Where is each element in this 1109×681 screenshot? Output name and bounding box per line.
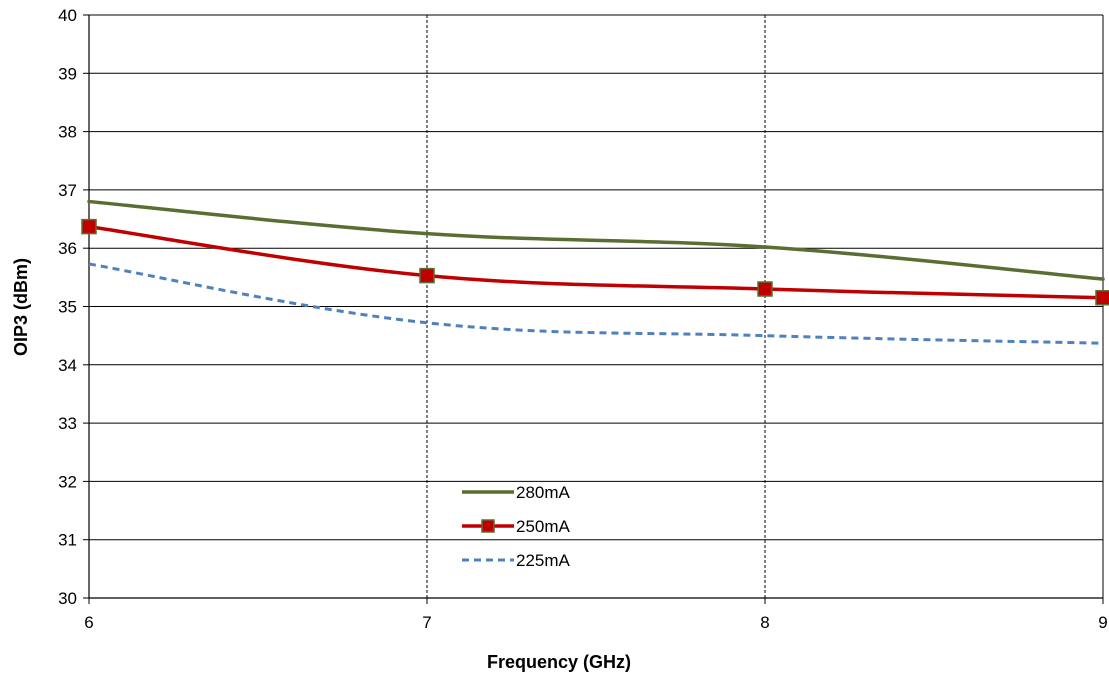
- legend-label: 225mA: [516, 551, 571, 570]
- data-point-250mA: [419, 267, 435, 284]
- y-tick-label: 35: [58, 298, 77, 317]
- data-point-250mA: [1095, 290, 1109, 306]
- legend-label: 280mA: [516, 483, 571, 502]
- axes: [83, 14, 1104, 604]
- y-tick-label: 32: [58, 472, 77, 491]
- grid: [89, 14, 1103, 598]
- tick-labels: 30 31 32 33 34 35 36 37 38 39 40 6 7 8 9: [58, 6, 1108, 632]
- y-tick-label: 37: [58, 181, 77, 200]
- series-line-250mA: [87, 224, 1105, 300]
- legend: 280mA 250mA 225mA: [462, 483, 571, 570]
- y-tick-label: 30: [58, 589, 77, 608]
- x-tick-label: 7: [422, 613, 431, 632]
- y-tick-label: 36: [58, 239, 77, 258]
- series-lines: [81, 199, 1109, 345]
- series-line-280mA: [87, 199, 1105, 281]
- x-axis-label: Frequency (GHz): [487, 652, 631, 672]
- legend-label: 250mA: [516, 517, 571, 536]
- data-point-250mA: [81, 218, 97, 235]
- series-line-225mA: [88, 262, 1104, 345]
- y-tick-label: 34: [58, 356, 77, 375]
- data-point-250mA: [757, 281, 773, 297]
- y-axis-label: OIP3 (dBm): [11, 258, 31, 356]
- y-tick-label: 31: [58, 531, 77, 550]
- x-tick-label: 6: [84, 613, 93, 632]
- y-tick-label: 40: [58, 6, 77, 25]
- y-tick-label: 38: [58, 123, 77, 142]
- y-tick-label: 39: [58, 64, 77, 83]
- x-tick-label: 9: [1098, 613, 1107, 632]
- legend-marker: [481, 519, 495, 533]
- y-tick-label: 33: [58, 414, 77, 433]
- x-tick-label: 8: [760, 613, 769, 632]
